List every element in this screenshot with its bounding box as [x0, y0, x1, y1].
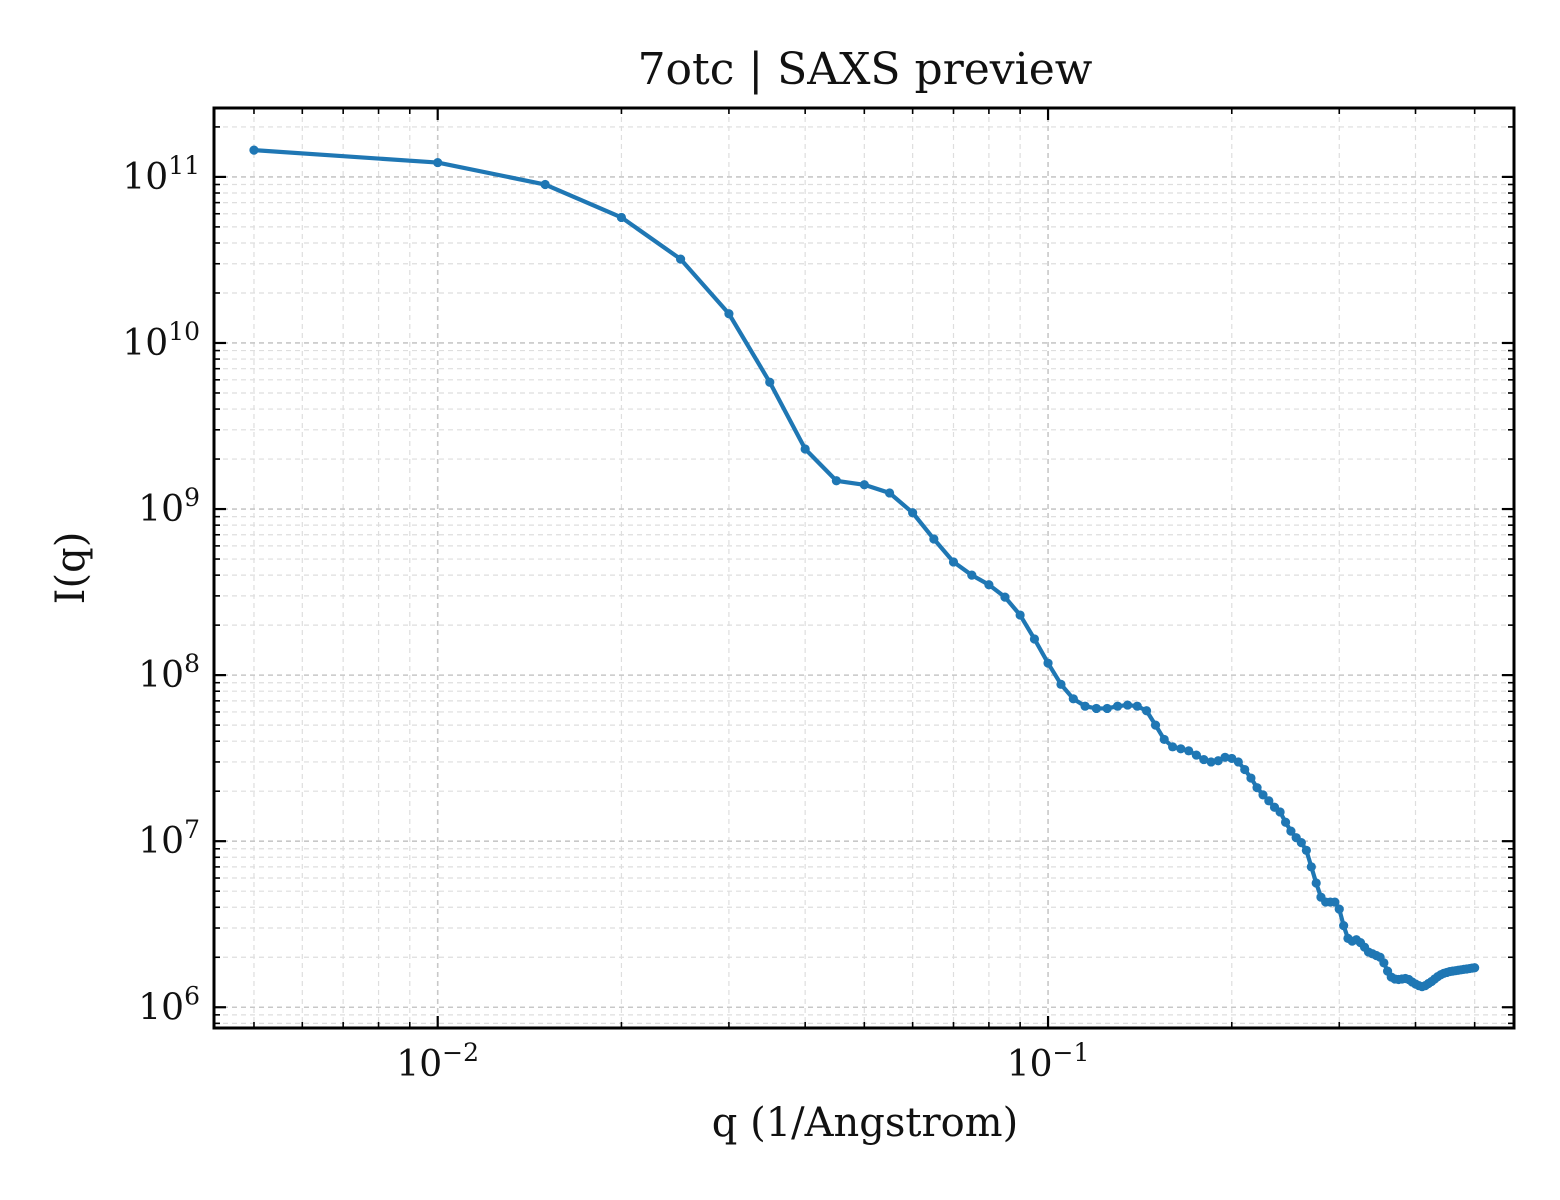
y-tick-label: 1011	[122, 151, 200, 198]
data-point	[859, 480, 869, 490]
y-tick-label: 108	[138, 649, 200, 696]
data-point	[1306, 862, 1316, 872]
data-point	[616, 212, 627, 223]
data-point	[1280, 817, 1291, 827]
grid	[214, 108, 1514, 1028]
data-point	[1258, 790, 1268, 800]
series-layer	[249, 145, 1480, 992]
data-point	[884, 488, 895, 498]
data-point	[1240, 764, 1250, 775]
x-axis-label: q (1/Angstrom)	[712, 1100, 1018, 1146]
data-point	[1029, 634, 1040, 644]
data-point	[1091, 703, 1101, 714]
data-point	[1296, 838, 1306, 848]
data-point	[1015, 610, 1025, 620]
data-point	[1286, 826, 1296, 836]
data-point	[1213, 756, 1223, 766]
data-point	[1470, 963, 1480, 973]
data-point	[948, 557, 959, 567]
data-point	[1112, 701, 1123, 711]
data-point	[675, 254, 686, 264]
data-point	[433, 157, 443, 168]
data-point	[908, 508, 918, 518]
y-tick-label: 1010	[122, 317, 200, 364]
y-axis-label: I(q)	[48, 532, 94, 605]
data-point	[1275, 807, 1285, 817]
data-point	[1301, 845, 1311, 856]
data-point	[1184, 746, 1194, 756]
data-point	[1159, 734, 1169, 745]
data-point	[1334, 904, 1344, 914]
plot-frame	[212, 106, 1516, 1030]
chart-title: 7otc | SAXS preview	[638, 44, 1093, 95]
data-point	[1102, 703, 1112, 714]
data-point	[1068, 694, 1078, 704]
data-point	[1199, 754, 1209, 765]
data-point	[540, 179, 550, 190]
data-point	[1339, 921, 1349, 931]
y-tick-label: 109	[138, 483, 200, 530]
data-point	[1122, 700, 1133, 710]
data-point	[1056, 679, 1066, 689]
data-point	[724, 309, 734, 319]
data-point	[1132, 701, 1142, 711]
data-point	[1330, 897, 1340, 907]
data-point	[967, 570, 977, 580]
data-point	[765, 377, 775, 387]
data-point	[984, 580, 994, 590]
y-tick-label: 106	[138, 981, 200, 1028]
data-point	[1246, 773, 1256, 783]
data-point	[800, 444, 810, 454]
data-point	[929, 534, 939, 544]
data-point	[1000, 592, 1010, 602]
data-point	[1168, 742, 1178, 752]
data-point	[1206, 757, 1216, 767]
x-tick-label: 10−1	[1007, 1038, 1090, 1085]
data-point	[831, 476, 841, 486]
y-tick-label: 107	[138, 815, 200, 862]
data-point	[1252, 783, 1262, 793]
data-point	[1233, 757, 1243, 767]
data-point	[1043, 658, 1053, 668]
data-point	[1150, 720, 1161, 730]
data-point	[1176, 744, 1186, 754]
data-point	[1264, 796, 1274, 806]
data-point	[1311, 878, 1321, 888]
data-point	[249, 145, 259, 155]
data-point	[1191, 750, 1201, 760]
data-point	[1379, 958, 1389, 968]
x-tick-label: 10−2	[396, 1038, 479, 1085]
data-point	[1141, 706, 1152, 716]
data-point	[1080, 701, 1090, 711]
